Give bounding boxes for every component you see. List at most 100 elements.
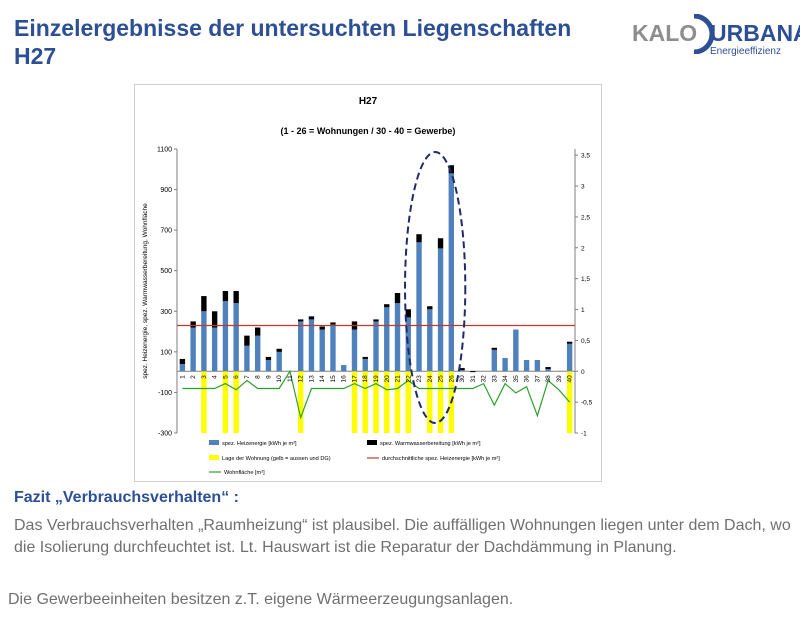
y-tick-label: 700	[160, 228, 172, 235]
legend-swatch-warm-water	[367, 440, 377, 445]
warm-water-bar	[470, 371, 476, 373]
heating-bar	[201, 311, 207, 372]
roof-position-bar	[373, 371, 379, 433]
heating-bar	[523, 359, 530, 372]
warm-water-bar	[373, 319, 379, 322]
heating-bar	[308, 319, 315, 372]
chart-title: H27	[359, 96, 378, 107]
warm-water-bar	[254, 327, 261, 336]
warm-water-bar	[265, 356, 272, 360]
legend-swatch-heating	[209, 440, 219, 445]
x-tick-label: 9	[265, 375, 272, 379]
legend-swatch-position	[209, 455, 219, 460]
logo-kalo-text: KALO	[632, 20, 698, 46]
y2-tick-label: 2	[581, 245, 585, 252]
roof-position-bar	[362, 371, 368, 433]
y2-tick-label: 0,5	[581, 338, 590, 345]
x-tick-label: 39	[556, 375, 563, 383]
y2-tick-label: -1	[581, 431, 587, 438]
x-tick-label: 4	[212, 375, 219, 379]
y2-tick-label: 1,5	[581, 276, 590, 283]
roof-position-bar	[384, 371, 390, 433]
warm-water-bar	[330, 322, 336, 325]
heating-bar	[513, 329, 519, 372]
x-tick-label: 20	[384, 375, 391, 383]
legend-label-average: durchschnittliche spez. Heizenergie [kWh…	[382, 456, 500, 462]
heating-bar	[405, 317, 411, 372]
y2-tick-label: 2,5	[581, 214, 590, 221]
y-tick-label: 300	[160, 309, 172, 316]
x-tick-label: 16	[341, 375, 348, 383]
x-tick-label: 35	[513, 375, 520, 383]
heating-bar	[362, 358, 368, 372]
x-tick-label: 36	[524, 375, 531, 383]
warm-water-bar	[405, 309, 411, 318]
x-tick-label: 37	[534, 375, 541, 383]
heating-bar	[211, 327, 218, 372]
heating-bar	[265, 359, 272, 372]
heating-bar	[502, 357, 508, 372]
warm-water-bar	[448, 165, 454, 174]
warm-water-bar	[244, 335, 250, 346]
warm-water-bar	[384, 304, 390, 308]
heating-bar	[190, 327, 196, 372]
warm-water-bar	[233, 291, 239, 304]
heating-bar	[233, 303, 239, 372]
y-tick-label: 1100	[157, 147, 172, 154]
x-tick-label: 18	[362, 375, 369, 383]
x-tick-label: 1	[179, 375, 186, 379]
legend-label-area: Wohnfläche [m²]	[224, 470, 265, 476]
y-tick-label: -100	[158, 390, 172, 397]
x-tick-label: 6	[233, 375, 240, 379]
x-tick-label: 5	[222, 375, 229, 379]
roof-position-bar	[201, 371, 207, 433]
y-tick-label: 900	[160, 187, 172, 194]
x-tick-label: 3	[201, 375, 208, 379]
roof-position-bar	[351, 371, 358, 433]
roof-position-bar	[427, 371, 433, 433]
warm-water-bar	[427, 306, 433, 310]
heating-bar	[448, 173, 454, 372]
wohnflaeche-line	[182, 369, 571, 420]
chart-panel: H27 (1 - 26 = Wohnungen / 30 - 40 = Gewe…	[134, 84, 602, 482]
warm-water-bar	[491, 347, 498, 350]
heating-bar	[416, 242, 422, 372]
heating-bar	[319, 329, 325, 372]
x-tick-label: 22	[405, 375, 412, 383]
heating-bar	[384, 307, 390, 372]
y-tick-label: 100	[160, 349, 172, 356]
x-tick-label: 12	[298, 375, 305, 383]
logo-urbana-text: URBANA	[710, 20, 800, 46]
x-tick-label: 25	[438, 375, 445, 383]
fazit-text: Das Verbrauchsverhalten „Raumheizung“ is…	[14, 517, 791, 556]
x-tick-label: 33	[491, 375, 498, 383]
warm-water-bar	[298, 319, 304, 322]
legend-label-heating: spez. Heizenergie [kWh je m²]	[222, 441, 297, 447]
heating-bar	[222, 301, 229, 372]
y2-tick-label: 1	[581, 307, 585, 314]
roof-position-bar	[405, 371, 411, 433]
logo-subtitle: Energieeffizienz	[710, 46, 781, 57]
x-tick-label: 26	[448, 375, 455, 383]
fazit-text-2: Die Gewerbeeinheiten besitzen z.T. eigen…	[8, 591, 514, 608]
page-title-line1: Einzelergebnisse der untersuchten Liegen…	[14, 15, 572, 41]
x-tick-label: 15	[330, 375, 337, 383]
x-tick-label: 21	[395, 375, 402, 383]
x-tick-label: 10	[276, 375, 283, 383]
warm-water-bar	[545, 367, 551, 370]
chart-subtitle: (1 - 26 = Wohnungen / 30 - 40 = Gewerbe)	[281, 126, 456, 136]
y2-tick-label: -0,5	[581, 400, 593, 407]
fazit-heading: Fazit „Verbrauchsverhalten“ :	[14, 489, 239, 506]
warm-water-bar	[222, 291, 229, 302]
roof-position-bar	[566, 371, 573, 433]
x-tick-label: 24	[427, 375, 434, 383]
heating-bar	[276, 351, 282, 372]
x-tick-label: 31	[470, 375, 477, 383]
y2-tick-label: 3,5	[581, 153, 590, 160]
page-title-line2: H27	[14, 43, 57, 69]
x-tick-label: 38	[545, 375, 552, 383]
heating-bar	[459, 370, 465, 372]
y2-tick-label: 3	[581, 184, 585, 191]
warm-water-bar	[211, 311, 218, 328]
heating-bar	[179, 364, 186, 372]
